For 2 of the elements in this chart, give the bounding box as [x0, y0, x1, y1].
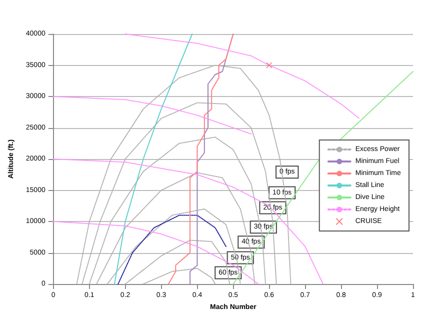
line-series [118, 214, 226, 284]
line-series [114, 34, 193, 284]
